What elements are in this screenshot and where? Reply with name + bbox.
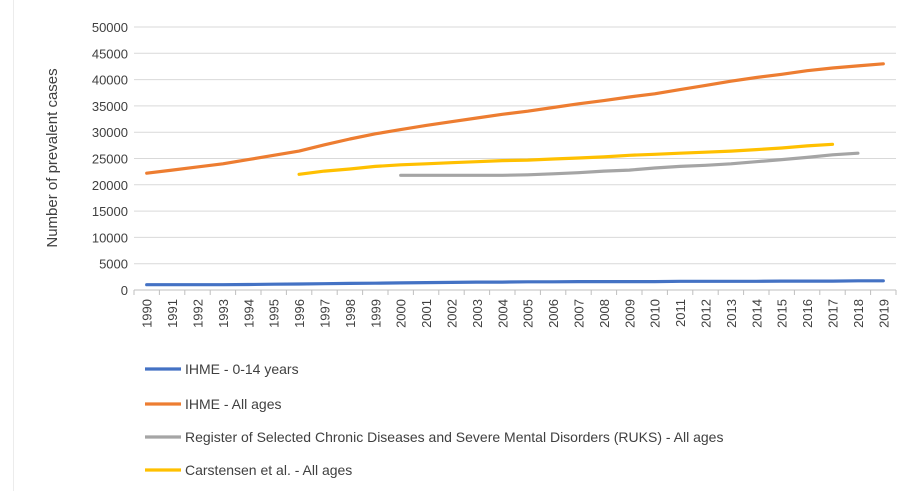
x-tick-label: 2005: [521, 299, 536, 328]
x-tick-label: 2014: [749, 299, 764, 328]
axes: [133, 289, 897, 295]
series-line: [145, 279, 885, 287]
series-line: [297, 142, 835, 176]
y-tick-label: 5000: [99, 257, 128, 272]
x-tick-label: 1994: [241, 299, 256, 328]
x-tick-label: 2018: [851, 299, 866, 328]
x-tick-labels: 1990 1991 1992 1993 1994 1995 1996 1997 1998 1999…: [140, 299, 892, 328]
frame-divider: [13, 0, 14, 491]
legend-entry: IHME - All ages: [185, 396, 281, 412]
x-tick-label: 1999: [368, 299, 383, 328]
x-tick-label: 2012: [699, 299, 714, 328]
y-axis-label: Number of prevalent cases: [44, 68, 61, 247]
y-tick-label: 20000: [92, 178, 128, 193]
legend: IHME - 0-14 years IHME - All ages Register…: [145, 361, 723, 478]
x-tick-label: 2004: [495, 299, 510, 328]
y-tick-label: 40000: [92, 73, 128, 88]
y-tick-labels: 0 5000 10000 15000 20000 25000 30000 35000 40000…: [92, 20, 128, 298]
x-tick-label: 2003: [470, 299, 485, 328]
x-tick-label: 1993: [216, 299, 231, 328]
y-tick-label: 15000: [92, 204, 128, 219]
y-tick-label: 35000: [92, 99, 128, 114]
x-tick-label: 2001: [419, 299, 434, 328]
x-tick-label: 1991: [165, 299, 180, 328]
x-tick-label: 2006: [546, 299, 561, 328]
x-tick-label: 1992: [191, 299, 206, 328]
y-tick-label: 0: [121, 283, 128, 298]
series-line: [399, 151, 860, 177]
x-tick-label: 1990: [140, 299, 155, 328]
x-tick-label: 2008: [597, 299, 612, 328]
x-tick-label: 2000: [394, 299, 409, 328]
y-tick-label: 10000: [92, 230, 128, 245]
y-tick-label: 45000: [92, 46, 128, 61]
series-line: [145, 62, 885, 175]
y-tick-label: 50000: [92, 20, 128, 35]
x-tick-label: 2010: [648, 299, 663, 328]
x-tick-label: 2013: [724, 299, 739, 328]
x-tick-label: 2002: [445, 299, 460, 328]
series-lines: [145, 62, 885, 287]
x-tick-label: 2017: [826, 299, 841, 328]
gridlines: [134, 26, 896, 265]
x-tick-label: 2015: [775, 299, 790, 328]
x-tick-label: 2019: [876, 299, 891, 328]
x-tick-label: 1996: [292, 299, 307, 328]
legend-entry: Register of Selected Chronic Diseases an…: [185, 429, 723, 445]
y-tick-label: 30000: [92, 125, 128, 140]
x-tick-label: 1998: [343, 299, 358, 328]
x-tick-label: 2011: [673, 299, 688, 327]
x-tick-label: 1997: [318, 299, 333, 328]
x-tick-label: 2016: [800, 299, 815, 328]
x-tick-label: 2009: [622, 299, 637, 328]
x-tick-label: 2007: [572, 299, 587, 328]
x-tick-label: 1995: [267, 299, 282, 328]
y-tick-label: 25000: [92, 152, 128, 167]
legend-entry: IHME - 0-14 years: [185, 361, 299, 377]
legend-entry: Carstensen et al. - All ages: [185, 462, 352, 478]
